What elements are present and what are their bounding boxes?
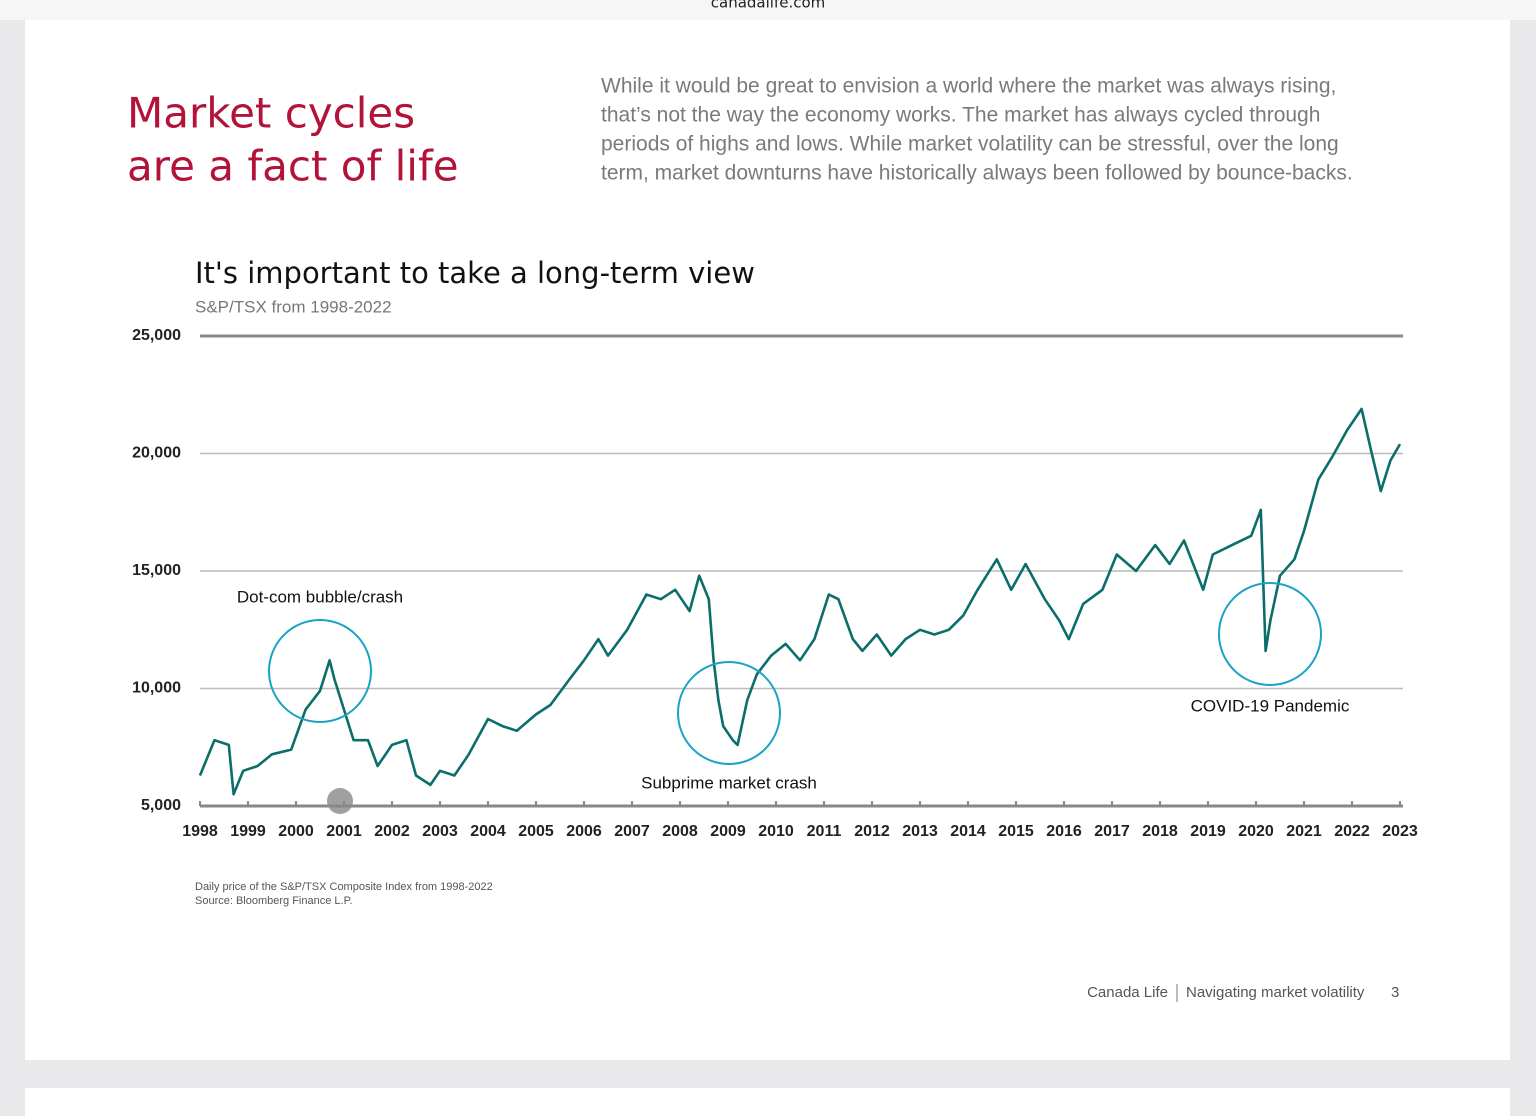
note: Daily price of the S&P/TSX Composite Ind…	[195, 881, 493, 893]
heading-line: are a fact of life	[127, 142, 459, 191]
touch-indicator	[327, 788, 353, 814]
highlight-circle	[677, 661, 781, 765]
footer-section: Navigating market volatility	[1186, 984, 1365, 1001]
x-tick-label: 2009	[710, 823, 746, 840]
y-tick-label: 15,000	[132, 562, 181, 579]
x-tick-label: 2015	[998, 823, 1034, 840]
x-tick-label: 2023	[1382, 823, 1418, 840]
note: Source: Bloomberg Finance L.P.	[195, 895, 353, 907]
x-tick-label: 2008	[662, 823, 698, 840]
x-tick-label: 1998	[182, 823, 218, 840]
x-tick-label: 2017	[1094, 823, 1130, 840]
y-tick-label: 5,000	[141, 797, 181, 814]
x-tick-label: 2016	[1046, 823, 1082, 840]
intro-line: While it would be great to envision a wo…	[601, 75, 1336, 98]
heading-line: Market cycles	[127, 89, 415, 138]
x-tick-label: 2006	[566, 823, 602, 840]
x-tick-label: 2002	[374, 823, 410, 840]
address-bar	[0, 0, 1536, 20]
x-tick-label: 1999	[230, 823, 266, 840]
x-tick-label: 2004	[470, 823, 506, 840]
x-tick-label: 2014	[950, 823, 986, 840]
x-tick-label: 2012	[854, 823, 890, 840]
y-tick-label: 20,000	[132, 445, 181, 462]
footer-brand: Canada Life	[1087, 984, 1168, 1001]
x-tick-label: 2011	[807, 823, 842, 840]
x-tick-label: 2005	[518, 823, 554, 840]
highlight-circle	[268, 619, 372, 723]
plot: 5,000 10,000 15,000 20,000 25,000 1998 1999 200…	[132, 327, 1418, 840]
x-tick-label: 2003	[422, 823, 458, 840]
x-tick-label: 2019	[1190, 823, 1226, 840]
annotation: Subprime market crash	[641, 773, 817, 792]
intro-line: periods of highs and lows. While market …	[601, 133, 1339, 156]
x-tick-label: 2022	[1334, 823, 1370, 840]
highlight-circle	[1218, 582, 1322, 686]
x-tick-label: 2021	[1286, 823, 1322, 840]
intro-line: term, market downturns have historically…	[601, 162, 1353, 185]
x-tick-label: 2020	[1238, 823, 1274, 840]
x-tick-label: 2018	[1142, 823, 1178, 840]
y-tick-label: 10,000	[132, 680, 181, 697]
intro-line: that’s not the way the economy works. Th…	[601, 104, 1320, 127]
x-tick-label: 2000	[278, 823, 314, 840]
chart-title: It's important to take a long-term view	[195, 256, 755, 290]
page-number: 3	[1391, 984, 1399, 1001]
price-line	[198, 407, 1402, 796]
x-tick-label: 2013	[902, 823, 938, 840]
x-tick-label: 2010	[758, 823, 794, 840]
x-tick-label: 2007	[614, 823, 650, 840]
next-page	[25, 1088, 1510, 1116]
x-tick-label: 2001	[326, 823, 362, 840]
annotation: COVID-19 Pandemic	[1191, 696, 1350, 715]
annotation: Dot-com bubble/crash	[237, 587, 403, 606]
chart-subtitle: S&P/TSX from 1998-2022	[195, 297, 392, 316]
y-tick-label: 25,000	[132, 327, 181, 344]
url[interactable]: canadalife.com	[711, 0, 826, 12]
